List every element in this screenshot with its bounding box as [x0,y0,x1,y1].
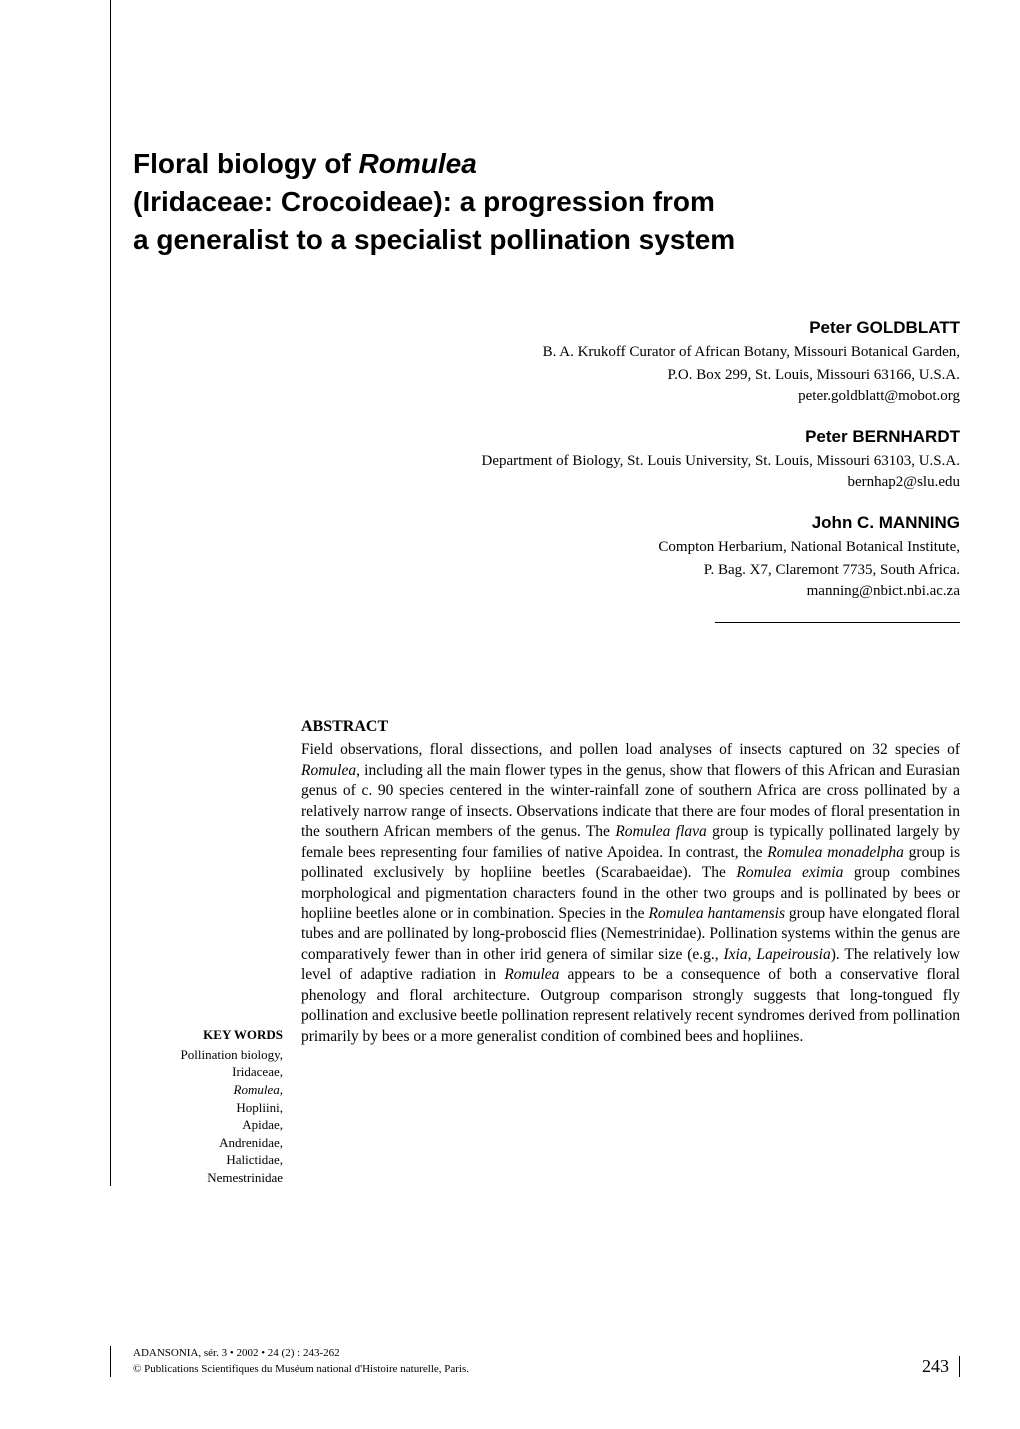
footer-citation: ADANSONIA, sér. 3 • 2002 • 24 (2) : 243-… [133,1346,469,1377]
footer-line-1: ADANSONIA, sér. 3 • 2002 • 24 (2) : 243-… [133,1346,469,1361]
keywords-column: KEY WORDS Pollination biology, Iridaceae… [133,718,283,1186]
keyword-item: Apidae, [133,1116,283,1134]
keyword-item: Iridaceae, [133,1063,283,1081]
abstract-text: Field observations, floral dissections, … [301,740,960,1047]
author-email: peter.goldblatt@mobot.org [133,388,960,405]
separator-line [715,622,960,623]
author-email: manning@nbict.nbi.ac.za [133,583,960,600]
keyword-item: Romulea, [133,1081,283,1099]
keyword-item: Pollination biology, [133,1046,283,1064]
page-content: Floral biology of Romulea (Iridaceae: Cr… [110,0,1020,1186]
keyword-item: Halictidae, [133,1151,283,1169]
author-entry: John C. MANNING Compton Herbarium, Natio… [133,513,960,600]
keyword-item: Nemestrinidae [133,1169,283,1187]
author-name: John C. MANNING [133,513,960,533]
keyword-item: Andrenidae, [133,1134,283,1152]
title-genus: Romulea [359,148,477,179]
author-affiliation: B. A. Krukoff Curator of African Botany,… [133,342,960,363]
author-entry: Peter GOLDBLATT B. A. Krukoff Curator of… [133,318,960,405]
article-title: Floral biology of Romulea (Iridaceae: Cr… [133,145,960,258]
author-affiliation: P.O. Box 299, St. Louis, Missouri 63166,… [133,365,960,386]
title-line-2: (Iridaceae: Crocoideae): a progression f… [133,183,960,221]
author-email: bernhap2@slu.edu [133,474,960,491]
author-affiliation: Department of Biology, St. Louis Univers… [133,451,960,472]
footer-line-2: © Publications Scientifiques du Muséum n… [133,1362,469,1377]
abstract-heading: ABSTRACT [301,718,960,736]
keyword-item: Hopliini, [133,1099,283,1117]
keywords-heading: KEY WORDS [133,1026,283,1044]
author-affiliation: P. Bag. X7, Claremont 7735, South Africa… [133,560,960,581]
author-name: Peter BERNHARDT [133,427,960,447]
author-name: Peter GOLDBLATT [133,318,960,338]
title-prefix: Floral biology of [133,148,359,179]
authors-block: Peter GOLDBLATT B. A. Krukoff Curator of… [133,318,960,600]
page-number: 243 [922,1356,960,1377]
author-affiliation: Compton Herbarium, National Botanical In… [133,537,960,558]
title-line-1: Floral biology of Romulea [133,145,960,183]
abstract-column: ABSTRACT Field observations, floral diss… [301,718,960,1186]
title-line-3: a generalist to a specialist pollination… [133,221,960,259]
page-footer: ADANSONIA, sér. 3 • 2002 • 24 (2) : 243-… [110,1346,960,1377]
author-entry: Peter BERNHARDT Department of Biology, S… [133,427,960,491]
abstract-section: KEY WORDS Pollination biology, Iridaceae… [133,718,960,1186]
